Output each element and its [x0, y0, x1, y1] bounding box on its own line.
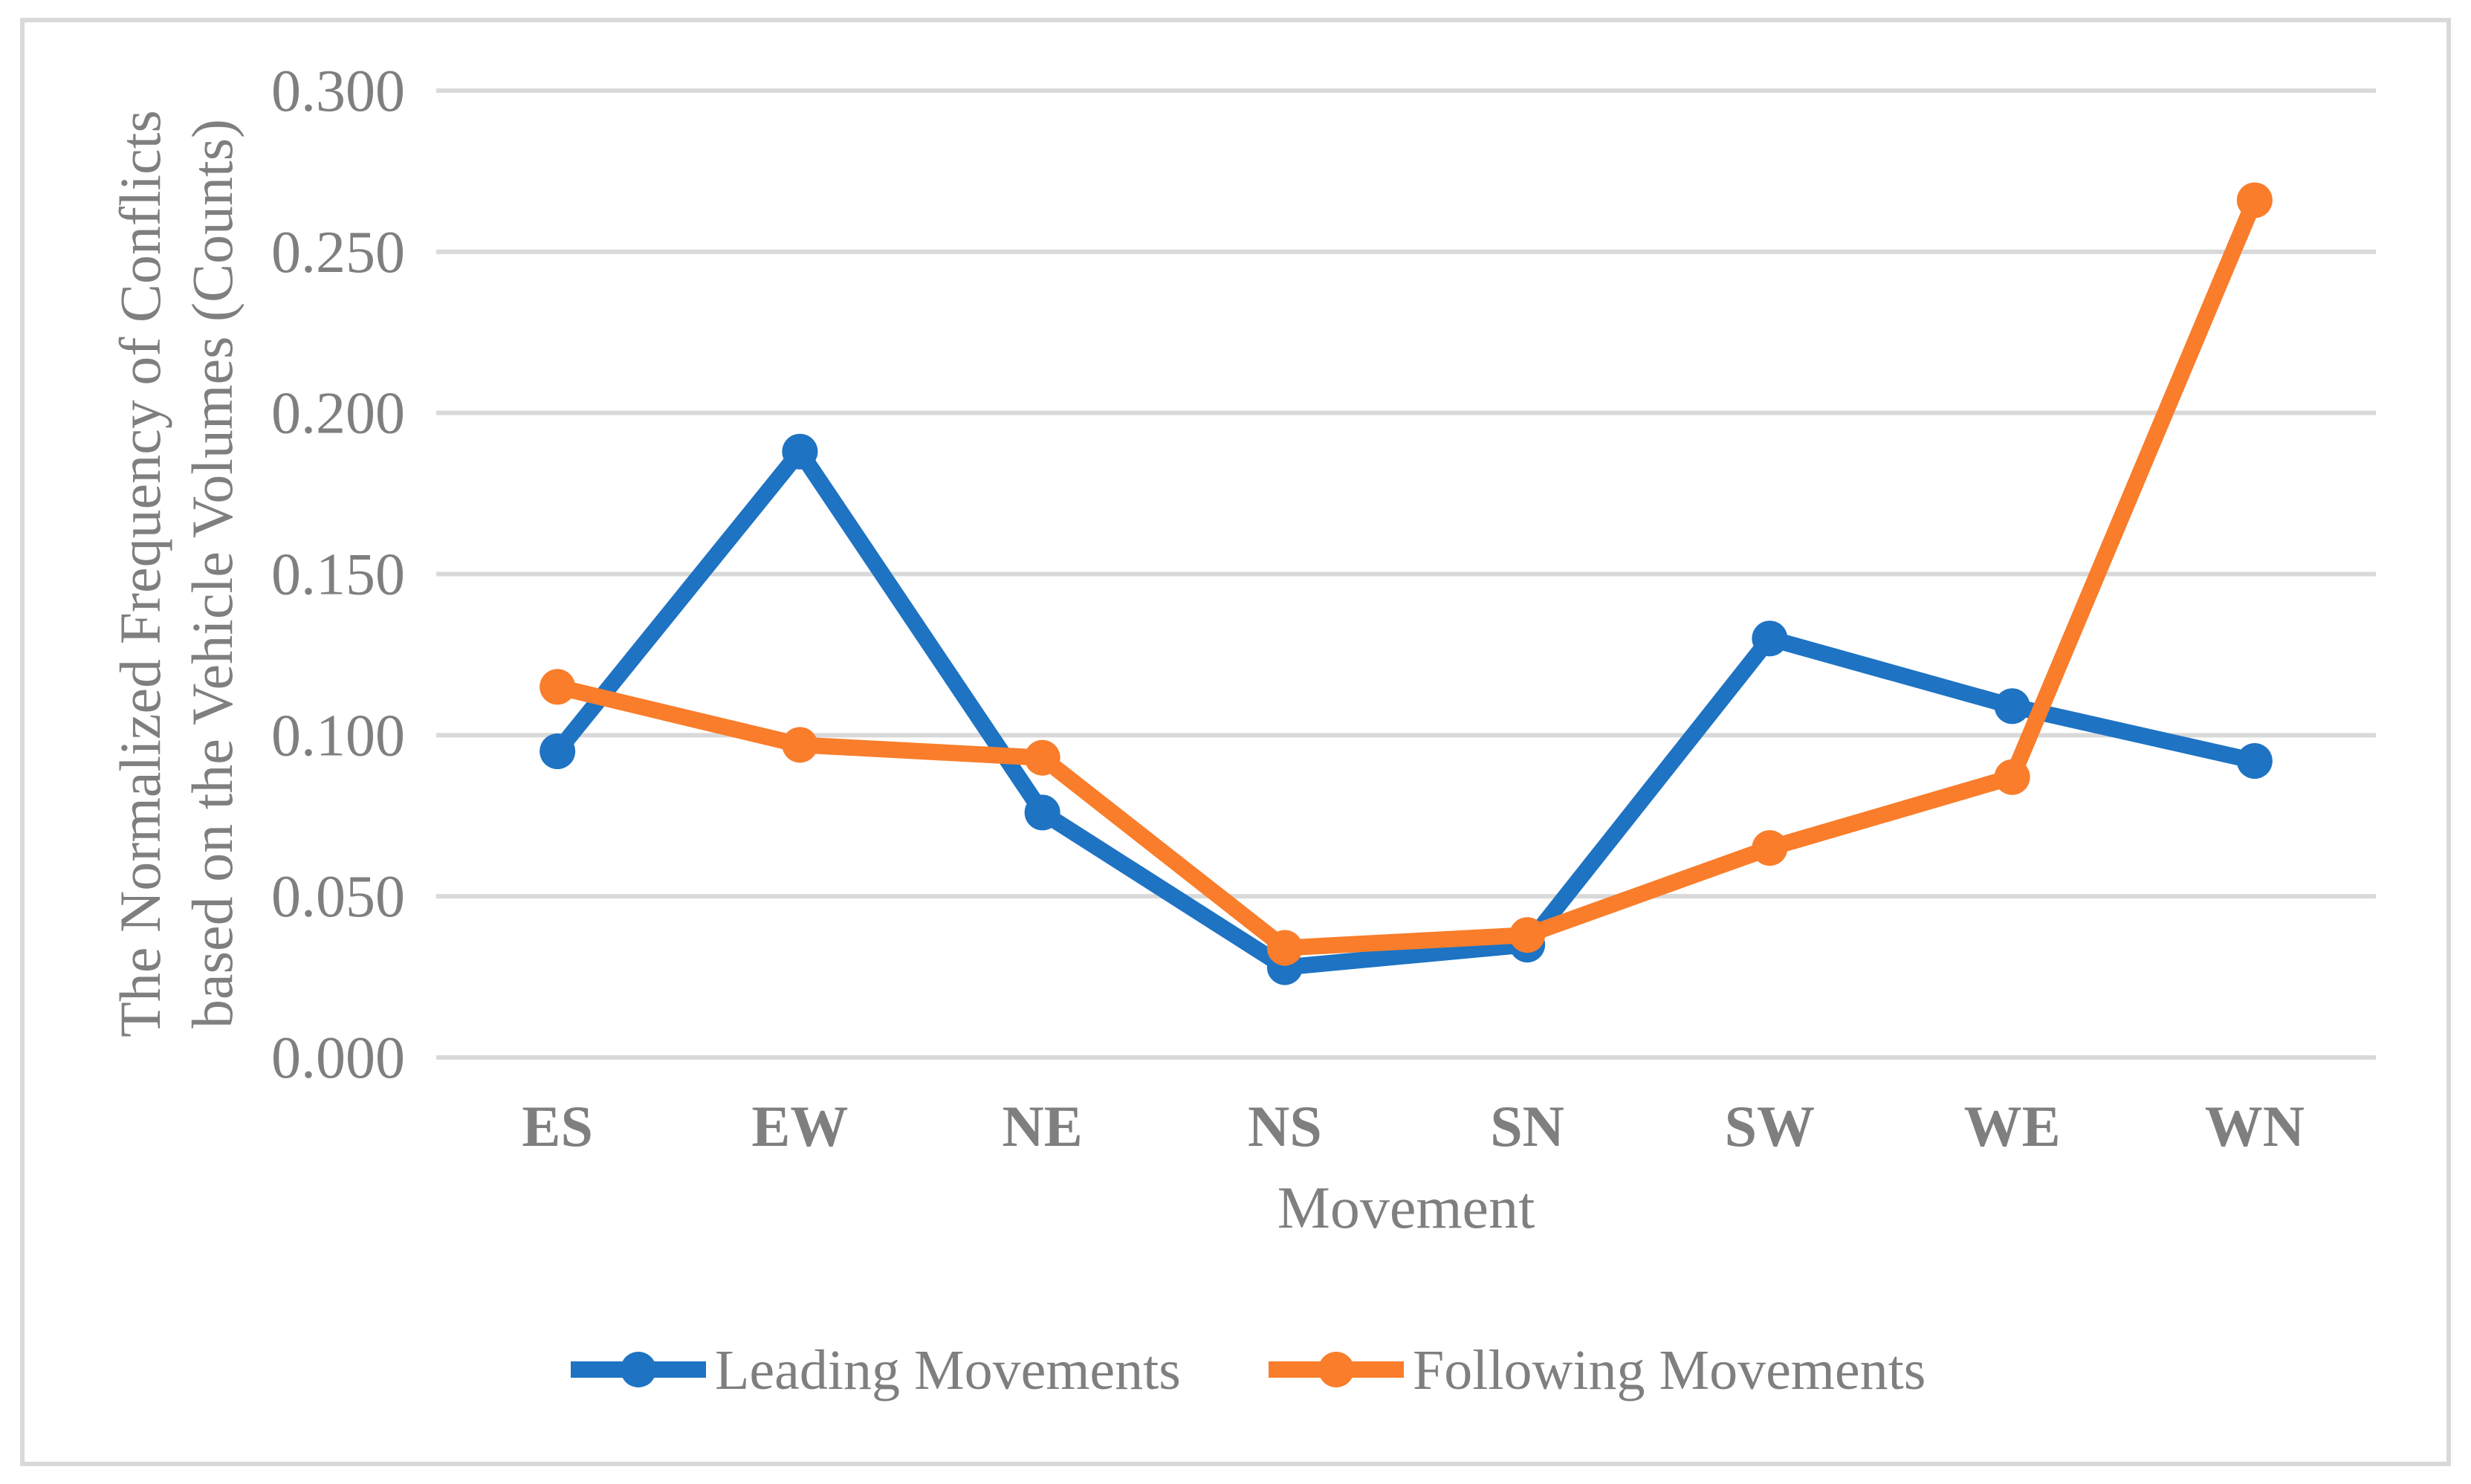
category-label: EW [751, 1094, 848, 1159]
data-point [1994, 688, 2030, 725]
data-point [1266, 930, 1303, 966]
data-point [1509, 917, 1546, 953]
legend-label-leading: Leading Movements [715, 1339, 1181, 1402]
data-point [1994, 759, 2030, 795]
data-point [1752, 830, 1788, 866]
category-label: SW [1725, 1094, 1815, 1159]
legend-item-leading: Leading Movements [571, 1339, 1181, 1402]
y-axis-title-line2: based on the Vehicle Volumes (Counts) [180, 119, 244, 1028]
legend-item-following: Following Movements [1269, 1339, 1926, 1402]
legend-marker-dot-leading [621, 1352, 656, 1387]
series-leading [540, 433, 2273, 985]
category-label: NE [1002, 1094, 1082, 1159]
category-label: NS [1248, 1094, 1322, 1159]
data-point [2236, 743, 2273, 780]
category-label: WE [1964, 1094, 2061, 1159]
data-point [540, 669, 576, 705]
y-tick-label: 0.050 [271, 864, 405, 930]
series-line [549, 192, 2263, 956]
x-axis-title: Movement [1277, 1176, 1535, 1241]
data-point [782, 433, 818, 470]
category-label: WN [2205, 1094, 2305, 1159]
y-tick-label: 0.150 [271, 542, 405, 608]
legend-marker-dot-following [1318, 1352, 1354, 1387]
series-group [540, 182, 2273, 985]
y-axis-title-line1: The Normalized Frequency of Conflicts [108, 110, 172, 1037]
figure-border [20, 18, 2451, 1466]
legend-label-following: Following Movements [1413, 1339, 1926, 1402]
series-line [549, 443, 2263, 976]
data-point [1024, 739, 1060, 776]
data-point [540, 733, 576, 770]
y-tick-label: 0.250 [271, 220, 405, 285]
y-tick-label: 0.300 [271, 59, 405, 124]
data-point [2236, 182, 2273, 218]
data-point [782, 727, 818, 763]
y-tick-label: 0.000 [271, 1025, 405, 1091]
y-tick-label: 0.100 [271, 703, 405, 768]
category-label: SN [1490, 1094, 1564, 1159]
y-tick-labels-group: 0.000 0.050 0.100 0.150 0.200 0.250 0.300 [271, 59, 405, 1091]
series-following [540, 182, 2273, 966]
x-category-labels-group: ES EW NE NS SN SW WE WN [522, 1094, 2305, 1159]
data-point [1024, 794, 1060, 831]
data-point [1752, 621, 1788, 657]
category-label: ES [522, 1094, 592, 1159]
y-tick-label: 0.200 [271, 381, 405, 447]
legend: Leading Movements Following Movements [571, 1339, 1926, 1402]
gridlines-group [436, 88, 2376, 1060]
